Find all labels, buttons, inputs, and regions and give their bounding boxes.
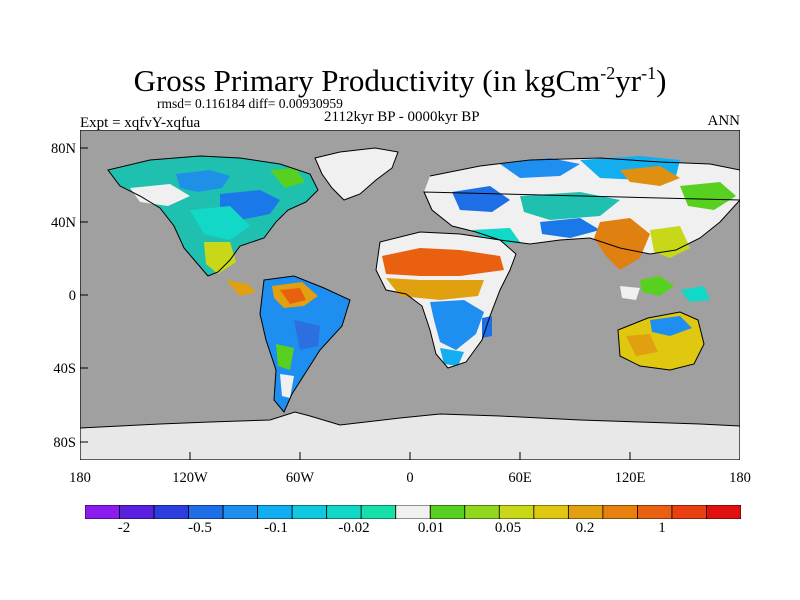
colorbar-label: 0.01 [417,520,445,536]
colorbar-box [119,505,155,519]
x-tick-label: 60E [508,470,532,486]
y-tick-label: 40S [53,361,76,377]
colorbar-box [637,505,673,519]
colorbar-box [706,505,741,519]
colorbar-box [567,505,604,519]
colorbar-label: -2 [117,520,131,536]
north-america [108,156,318,296]
season-label: ANN [707,113,741,129]
stats-text: rmsd= 0.116184 diff= 0.00930959 [157,96,343,111]
eurasia [424,156,740,270]
y-tick-label: 80N [51,141,76,157]
x-tick-label: 0 [406,470,414,486]
colorbar-box [291,505,328,519]
chart-title: Gross Primary Productivity (in kgCm-2yr-… [133,63,667,98]
colorbar-label: -0.1 [264,520,288,536]
australia [618,312,704,370]
x-tick-label: 180 [729,470,751,486]
colorbar-label: -0.02 [338,520,370,536]
y-tick-label: 80S [53,435,76,451]
period-label: 2112kyr BP - 0000kyr BP [324,109,480,125]
greenland [315,148,398,200]
world-map [80,130,740,460]
colorbar-box [326,505,362,519]
y-tick-label: 40N [51,215,76,231]
colorbar-box [257,505,293,519]
colorbar-box [360,505,397,519]
experiment-label: Expt = xqfvY-xqfua [80,115,201,131]
southeast-asia [620,276,710,302]
x-tick-label: 180 [69,470,91,486]
south-america [260,276,350,412]
colorbar-box [533,505,569,519]
x-tick-label: 60W [285,470,315,486]
colorbar-label: -0.5 [188,520,212,536]
colorbar-box [602,505,638,519]
colorbar-label: 0.05 [494,520,522,536]
colorbar-box [395,505,431,519]
colorbar [85,505,741,519]
antarctica [80,412,740,460]
x-tick-label: 120E [614,470,646,486]
colorbar-box [671,505,707,519]
colorbar-box [188,505,224,519]
colorbar-box [429,505,466,519]
colorbar-box [464,505,500,519]
colorbar-box [85,505,120,519]
colorbar-box [222,505,259,519]
coastlines [80,147,740,429]
colorbar-label: 0.2 [575,520,595,536]
x-tick-label: 120W [172,470,208,486]
colorbar-box [498,505,535,519]
colorbar-label: 1 [658,520,666,536]
africa [376,232,516,368]
colorbar-box [153,505,189,519]
y-tick-label: 0 [68,288,76,304]
